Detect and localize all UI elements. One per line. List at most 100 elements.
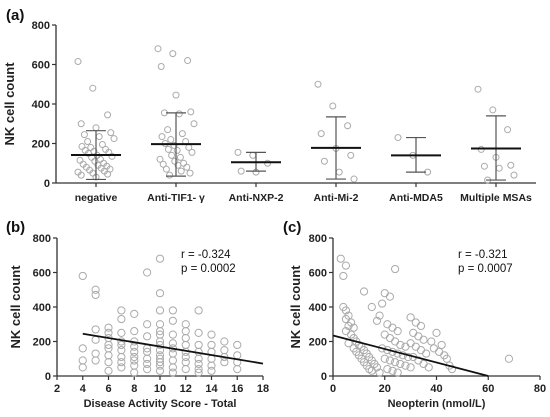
x-tick-label-c: 60 [482, 383, 494, 395]
data-point [406, 363, 415, 372]
data-point [175, 110, 183, 118]
data-point [194, 340, 203, 350]
x-tick-label-c: 80 [534, 383, 546, 395]
data-point [233, 340, 242, 350]
panel-label-b: (b) [6, 219, 25, 236]
data-point [347, 151, 355, 159]
data-point [190, 120, 198, 128]
data-point [194, 368, 203, 377]
panel-a: (a) 0 200 400 600 800 NK cell count negative Ant… [2, 7, 536, 204]
data-point [329, 102, 337, 110]
data-point [401, 361, 410, 370]
data-point [76, 156, 84, 164]
data-point [207, 340, 216, 350]
x-tick-label-c: 20 [379, 383, 391, 395]
data-point [177, 167, 185, 175]
y-tick-label-a: 800 [32, 20, 50, 32]
data-point [174, 161, 182, 169]
x-axis-label-c: Neopterin (nmol/L) [388, 398, 486, 410]
data-point [104, 328, 113, 337]
data-point [110, 135, 118, 143]
data-point [416, 346, 426, 355]
data-point [155, 340, 165, 350]
data-point [367, 366, 376, 375]
data-point [480, 162, 488, 170]
data-point [495, 164, 503, 172]
data-point [143, 354, 152, 363]
data-point [393, 368, 402, 377]
data-point [130, 347, 139, 356]
data-point [91, 335, 100, 344]
data-point [168, 349, 177, 358]
data-point [427, 337, 436, 346]
data-point [92, 124, 100, 132]
data-point [409, 328, 418, 337]
correlation-p: p = 0.0002 [181, 263, 236, 275]
data-point [164, 145, 172, 153]
data-point [181, 358, 190, 367]
data-point [168, 330, 177, 339]
data-point [447, 365, 457, 374]
data-point [98, 140, 106, 148]
data-point [393, 327, 402, 336]
data-point [183, 163, 191, 171]
data-point [130, 361, 139, 370]
trend-line [82, 332, 264, 365]
data-point [162, 165, 170, 173]
data-point [181, 365, 190, 374]
data-point [317, 130, 325, 138]
data-point [91, 290, 100, 300]
data-point [336, 254, 345, 263]
panel-label-a: (a) [6, 7, 24, 24]
data-point [155, 306, 165, 315]
x-tick-label-b: 14 [205, 383, 218, 395]
data-point [411, 342, 420, 351]
data-point [104, 358, 113, 367]
y-axis-label-b: NK cell count [8, 265, 23, 349]
y-tick-label-b: 0 [45, 371, 51, 383]
data-point [411, 318, 420, 327]
data-point [178, 130, 186, 138]
data-point [74, 58, 82, 66]
data-point [380, 354, 389, 363]
data-point [424, 363, 433, 372]
data-point [87, 143, 95, 151]
y-tick-label-b: 600 [33, 268, 51, 280]
data-point [181, 327, 190, 336]
data-point [414, 332, 423, 341]
panel-b: (b) 0 200 400 600 800 2 4 6 8 10 12 14 16 18 Disease Ac… [6, 219, 269, 410]
data-point [194, 359, 203, 369]
data-point [396, 359, 405, 369]
x-tick-label-b: 4 [80, 383, 87, 395]
data-point [391, 358, 400, 367]
data-point [187, 108, 195, 116]
data-point [419, 359, 428, 369]
data-point [91, 157, 99, 165]
y-axis-label-a: NK cell count [2, 62, 17, 146]
data-point [375, 311, 384, 320]
y-tick-label-c: 200 [309, 337, 327, 349]
data-point [77, 120, 85, 128]
data-point [237, 167, 245, 175]
data-point [167, 136, 175, 144]
data-point [504, 126, 512, 134]
data-point [168, 316, 177, 325]
data-point [341, 306, 351, 315]
category-label: Anti-NXP-2 [229, 192, 284, 204]
data-point [314, 80, 322, 88]
data-point [155, 361, 165, 370]
data-point [359, 287, 369, 296]
data-point [117, 314, 126, 324]
data-point [95, 133, 103, 141]
panel-label-c: (c) [283, 219, 301, 236]
data-point [434, 347, 444, 356]
data-point [117, 346, 126, 355]
data-point [320, 157, 328, 165]
data-point [104, 323, 113, 332]
data-point [181, 340, 190, 350]
data-point [181, 352, 190, 362]
x-tick-label-c: 0 [330, 383, 336, 395]
data-point [143, 359, 152, 369]
category-label: Anti-Mi-2 [314, 192, 359, 204]
